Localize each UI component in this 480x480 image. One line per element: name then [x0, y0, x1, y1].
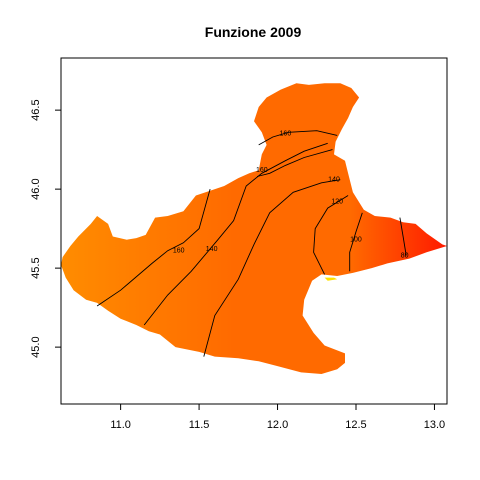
- x-tick-label: 12.0: [267, 419, 288, 431]
- lagoon-patch: [324, 277, 338, 281]
- heatmap-fill: [61, 83, 447, 375]
- contour-line: [256, 149, 333, 177]
- y-tick-label: 46.0: [30, 178, 42, 199]
- contour-line: [313, 195, 349, 275]
- contour-label: 80: [401, 252, 409, 259]
- x-tick-label: 12.5: [345, 419, 366, 431]
- contour-line: [143, 142, 328, 326]
- contour-label: 100: [350, 237, 362, 244]
- contour-label: 140: [206, 246, 218, 253]
- contour-label: 160: [280, 131, 292, 138]
- contour-lines: 160 140 160 160 140 120 100 80: [96, 130, 409, 357]
- heatmap-field: [61, 83, 447, 375]
- x-axis: 11.0 11.5 12.0 12.5 13.0: [110, 403, 445, 431]
- x-tick-label: 11.5: [189, 419, 210, 431]
- y-tick-label: 46.5: [30, 99, 42, 120]
- x-tick-label: 13.0: [424, 419, 445, 431]
- contour-line: [258, 130, 338, 146]
- contour-label: 160: [256, 167, 268, 174]
- contour-label: 140: [328, 176, 340, 183]
- contour-line: [399, 217, 407, 256]
- contour-line: [96, 188, 211, 307]
- lagoon-patch-layer: [324, 277, 338, 281]
- contour-label: 120: [331, 199, 343, 206]
- x-tick-label: 11.0: [110, 419, 131, 431]
- y-tick-label: 45.5: [30, 257, 42, 278]
- y-axis: 45.0 45.5 46.0 46.5: [30, 99, 62, 358]
- chart-title: Funzione 2009: [205, 24, 302, 40]
- contour-line: [203, 179, 341, 357]
- y-tick-label: 45.0: [30, 336, 42, 357]
- contour-line: [349, 212, 363, 272]
- contour-label: 160: [173, 248, 185, 255]
